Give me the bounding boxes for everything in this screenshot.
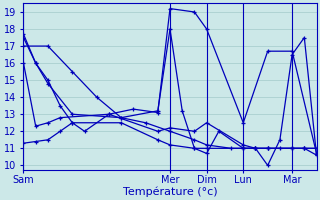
X-axis label: Température (°c): Température (°c) (123, 186, 217, 197)
